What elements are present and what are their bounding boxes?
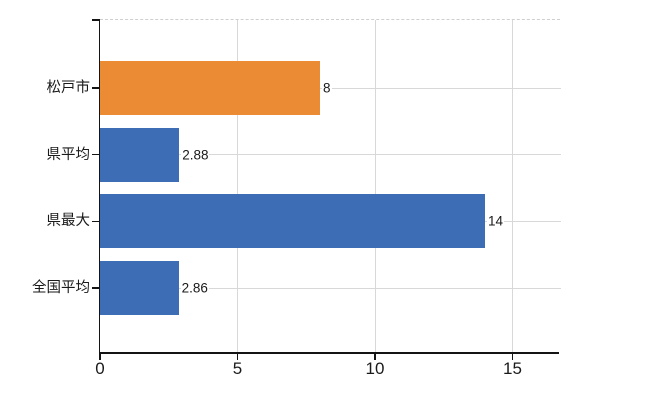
y-tick-mark <box>92 19 99 21</box>
x-tick-label: 10 <box>365 359 385 378</box>
x-tick-mark <box>511 353 514 360</box>
y-tick-mark <box>92 287 99 289</box>
x-tick-label: 5 <box>232 359 243 378</box>
plot-area: 8 2.88 14 2.86 <box>92 19 561 360</box>
vertical-gridline <box>512 20 513 352</box>
bar <box>100 127 180 182</box>
x-tick-label: 15 <box>503 359 522 378</box>
y-axis-line <box>98 19 101 354</box>
bar-value-label: 14 <box>487 213 505 229</box>
bar <box>100 61 320 115</box>
category-label: 松戸市 <box>46 80 91 96</box>
category-label: 県最大 <box>46 213 91 230</box>
horizontal-gridline <box>100 287 561 289</box>
x-tick-label: 0 <box>95 359 105 378</box>
bar <box>100 261 179 315</box>
y-tick-mark <box>92 153 99 156</box>
category-label: 全国平均 <box>32 280 90 296</box>
x-tick-mark <box>99 353 101 360</box>
vertical-gridline <box>374 20 376 352</box>
bar <box>100 194 485 249</box>
x-axis-line <box>98 352 559 354</box>
y-tick-mark <box>92 87 99 89</box>
category-label: 県平均 <box>46 146 91 163</box>
bar-value-label: 2.86 <box>180 280 209 296</box>
y-tick-mark <box>92 220 99 223</box>
x-tick-mark <box>374 353 376 360</box>
vertical-gridline <box>237 20 238 352</box>
x-tick-mark <box>236 353 239 360</box>
plot-top-border <box>100 19 560 20</box>
horizontal-gridline <box>100 154 561 156</box>
bar-value-label: 8 <box>322 80 332 96</box>
bar-value-label: 2.88 <box>181 147 210 163</box>
